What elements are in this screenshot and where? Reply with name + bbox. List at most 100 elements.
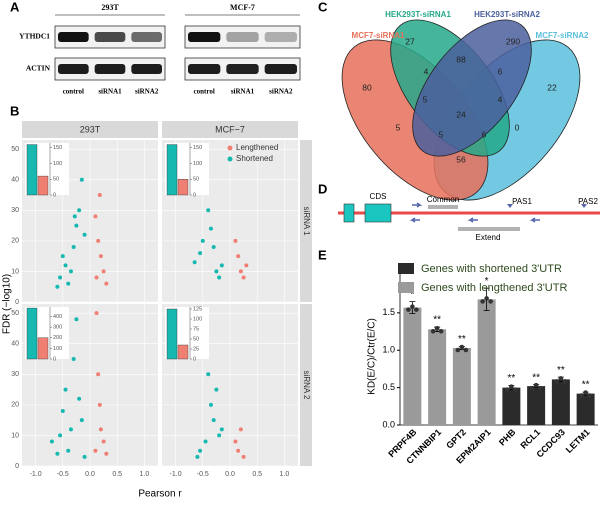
replicate-dot xyxy=(459,344,465,350)
legend-swatch xyxy=(227,145,233,151)
bar xyxy=(452,347,471,425)
inset-tick-label: 50 xyxy=(193,177,199,183)
point xyxy=(214,269,219,274)
inset-tick-label: 100 xyxy=(193,316,202,322)
blot-band xyxy=(264,64,297,74)
bar xyxy=(502,387,521,425)
y-tick-label: 10 xyxy=(11,432,19,439)
bar xyxy=(477,299,496,425)
inset-tick-label: 400 xyxy=(53,314,62,320)
inset-tick-label: 150 xyxy=(193,145,202,151)
point xyxy=(71,244,76,249)
venn-count: 80 xyxy=(362,82,372,92)
replicate-dot xyxy=(406,307,411,312)
replicate-dot xyxy=(438,329,444,334)
replicate-dot xyxy=(484,296,489,301)
venn-set-label: HEK293T-siRNA1 xyxy=(385,10,451,19)
blot-band xyxy=(188,64,221,74)
y-tick-label: 30 xyxy=(11,371,19,378)
cell-line-label: MCF-7 xyxy=(230,3,255,12)
venn-count: 22 xyxy=(547,82,557,92)
significance: ** xyxy=(458,334,466,345)
panel-label: D xyxy=(318,181,327,196)
inset-tick-label: 300 xyxy=(53,325,62,331)
point xyxy=(206,372,211,377)
bar xyxy=(428,329,447,425)
point xyxy=(104,451,109,456)
point xyxy=(63,387,68,392)
venn-count: 56 xyxy=(456,154,466,164)
point xyxy=(211,418,216,423)
point xyxy=(96,238,101,243)
replicate-dot xyxy=(480,299,485,304)
protein-label: YTHDC1 xyxy=(19,32,50,41)
legend-label: Shortened xyxy=(236,154,273,163)
gene-label: CDS xyxy=(370,192,387,201)
point xyxy=(72,214,77,219)
blot-band xyxy=(94,64,126,74)
inset-tick-label: 0 xyxy=(53,192,56,198)
point xyxy=(58,433,63,438)
point xyxy=(203,439,208,444)
replicate-dot xyxy=(455,347,461,353)
venn-count: 5 xyxy=(396,122,401,132)
point xyxy=(55,284,60,289)
venn-count: 6 xyxy=(498,66,503,76)
replicate-dot xyxy=(414,307,419,312)
inset-bar xyxy=(177,179,189,196)
x-tick-label: 0.0 xyxy=(225,471,235,478)
cds xyxy=(364,203,392,223)
blot-band xyxy=(264,32,297,42)
inset-bar xyxy=(37,175,49,196)
lane-label: siRNA1 xyxy=(231,88,255,96)
gene-label: PAS2 xyxy=(578,197,598,206)
point xyxy=(58,275,63,280)
x-tick-label: 0.5 xyxy=(252,471,262,478)
venn-count: 6 xyxy=(482,129,487,139)
exon xyxy=(343,203,355,223)
venn-count: 0 xyxy=(515,122,520,132)
point xyxy=(79,177,84,182)
inset-tick-label: 50 xyxy=(193,336,199,342)
replicate-dot xyxy=(463,347,469,353)
lane-label: siRNA2 xyxy=(135,88,159,96)
point xyxy=(200,238,205,243)
strip xyxy=(300,140,312,302)
point xyxy=(77,396,82,401)
y-axis-title: FDR (−log10) xyxy=(2,274,13,334)
y-tick-label: 0 xyxy=(15,299,19,306)
point xyxy=(98,254,103,259)
blot-band xyxy=(94,32,126,42)
y-tick-label: 30 xyxy=(11,207,19,214)
point xyxy=(66,281,71,286)
blot-band xyxy=(131,32,162,42)
panel-label: C xyxy=(318,0,328,14)
bar xyxy=(403,307,422,425)
point xyxy=(63,263,68,268)
y-tick-label: 20 xyxy=(11,238,19,245)
point xyxy=(206,208,211,213)
legend-swatch xyxy=(398,282,414,293)
x-tick-label: -0.5 xyxy=(57,471,69,478)
replicate-dot xyxy=(488,299,493,304)
point xyxy=(233,238,238,243)
x-tick-label: LETM1 xyxy=(564,427,592,455)
replicate-dot xyxy=(505,387,510,392)
lane-label: control xyxy=(194,88,215,96)
point xyxy=(198,448,203,453)
replicate-dot xyxy=(529,385,535,391)
legend-label: Genes with shortened 3'UTR xyxy=(421,263,562,275)
point xyxy=(208,402,213,407)
primer-arrow xyxy=(467,217,478,223)
legend-label: Lengthened xyxy=(236,143,278,152)
point xyxy=(79,418,84,423)
point xyxy=(49,439,54,444)
inset-bar xyxy=(177,344,189,360)
point xyxy=(211,244,216,249)
strip-label: 293T xyxy=(80,124,101,134)
y-tick-label: 1.0 xyxy=(382,345,395,355)
primer-arrow xyxy=(412,202,423,208)
point xyxy=(241,275,246,280)
venn-count: 88 xyxy=(456,54,466,64)
